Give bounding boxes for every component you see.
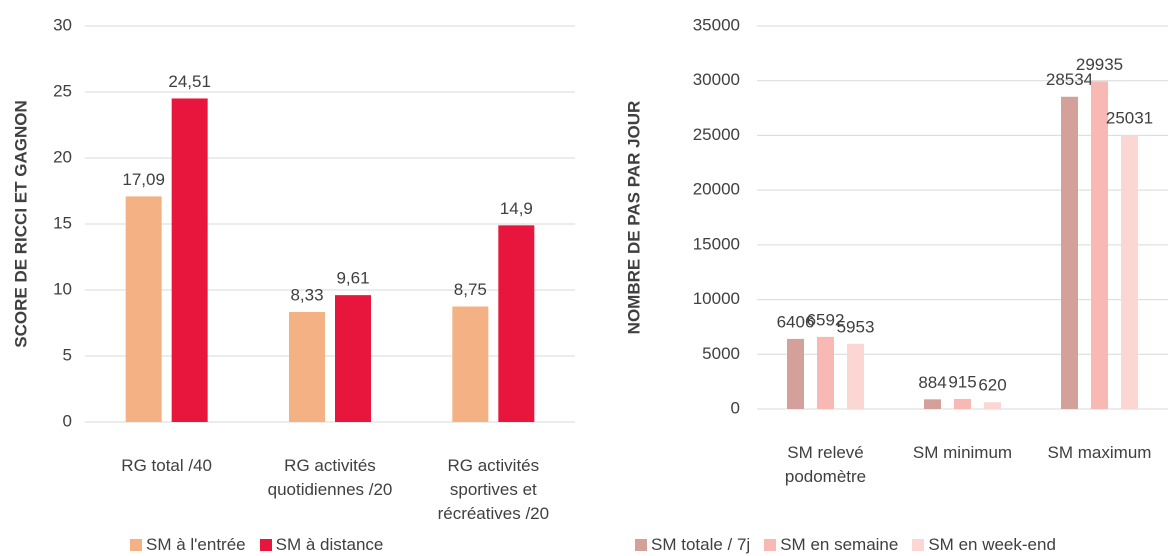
x-tick-label: RG total /40 bbox=[121, 456, 213, 475]
legend: SM totale / 7j SM en semaine SM en week-en… bbox=[635, 535, 1056, 555]
data-label: 5953 bbox=[837, 317, 875, 336]
y-axis-title: SCORE DE RICCI ET GAGNON bbox=[11, 100, 30, 347]
legend-item: SM en week-end bbox=[912, 535, 1056, 555]
data-label: 8,33 bbox=[290, 286, 323, 305]
y-tick-label: 25000 bbox=[693, 125, 740, 144]
y-tick-label: 25 bbox=[53, 81, 72, 100]
y-tick-label: 15000 bbox=[693, 234, 740, 253]
y-tick-label: 30 bbox=[53, 15, 72, 34]
legend-swatch bbox=[764, 539, 777, 551]
y-tick-label: 0 bbox=[63, 411, 72, 430]
data-label: 6592 bbox=[807, 310, 845, 329]
data-label: 25031 bbox=[1106, 109, 1153, 128]
legend-item: SM à distance bbox=[259, 535, 384, 555]
bar bbox=[335, 295, 371, 422]
legend-swatch bbox=[130, 539, 142, 551]
data-label: 915 bbox=[948, 372, 976, 391]
legend-item: SM totale / 7j bbox=[635, 535, 750, 555]
bar bbox=[847, 343, 864, 409]
legend-label: SM en week-end bbox=[928, 535, 1056, 554]
y-axis-title: NOMBRE DE PAS PAR JOUR bbox=[624, 101, 643, 335]
y-tick-label: 15 bbox=[53, 213, 72, 232]
legend-label: SM en semaine bbox=[780, 535, 899, 554]
y-tick-label: 0 bbox=[731, 398, 740, 417]
y-tick-label: 35000 bbox=[693, 15, 740, 34]
legend-label: SM à distance bbox=[275, 535, 384, 554]
x-tick-label: RG activités quotidiennes /20 bbox=[267, 456, 393, 499]
bar bbox=[984, 402, 1001, 409]
legend-item: SM à l'entrée bbox=[130, 535, 246, 555]
data-label: 14,9 bbox=[500, 199, 533, 218]
data-label: 24,51 bbox=[168, 72, 211, 91]
x-tick-label: RG activités sportives et récréatives /2… bbox=[437, 456, 550, 523]
bar bbox=[171, 98, 208, 422]
y-tick-label: 20 bbox=[53, 147, 72, 166]
x-tick-label: SM relevé podomètre bbox=[784, 443, 867, 486]
bar bbox=[289, 312, 325, 422]
y-tick-label: 20000 bbox=[693, 180, 740, 199]
legend-label: SM totale / 7j bbox=[651, 535, 751, 554]
y-tick-label: 5000 bbox=[702, 344, 740, 363]
legend-swatch bbox=[259, 539, 272, 551]
legend-swatch bbox=[912, 539, 925, 551]
data-label: 620 bbox=[978, 376, 1006, 395]
y-tick-label: 5 bbox=[63, 345, 72, 364]
bar bbox=[1121, 135, 1138, 409]
bar bbox=[1061, 96, 1078, 409]
bar bbox=[498, 225, 535, 422]
bar bbox=[787, 338, 804, 409]
y-tick-label: 30000 bbox=[693, 70, 740, 89]
legend: SM à l'entrée SM à distance bbox=[130, 535, 383, 555]
legend-label: SM à l'entrée bbox=[146, 535, 246, 554]
y-tick-label: 10000 bbox=[693, 289, 740, 308]
data-label: 28534 bbox=[1046, 70, 1093, 89]
legend-swatch bbox=[635, 539, 647, 551]
bar bbox=[954, 398, 971, 409]
y-tick-label: 10 bbox=[53, 279, 72, 298]
data-label: 9,61 bbox=[336, 269, 369, 288]
data-label: 6406 bbox=[777, 312, 815, 331]
bar bbox=[1091, 81, 1108, 409]
bar bbox=[817, 336, 834, 409]
bar bbox=[924, 399, 941, 409]
data-label: 884 bbox=[918, 373, 946, 392]
legend-item: SM en semaine bbox=[764, 535, 898, 555]
x-tick-label: SM maximum bbox=[1047, 443, 1152, 462]
bar bbox=[452, 306, 489, 422]
data-label: 8,75 bbox=[454, 280, 487, 299]
x-tick-label: SM minimum bbox=[912, 443, 1013, 462]
bar bbox=[125, 196, 162, 422]
data-label: 29935 bbox=[1076, 55, 1123, 74]
data-label: 17,09 bbox=[122, 170, 165, 189]
